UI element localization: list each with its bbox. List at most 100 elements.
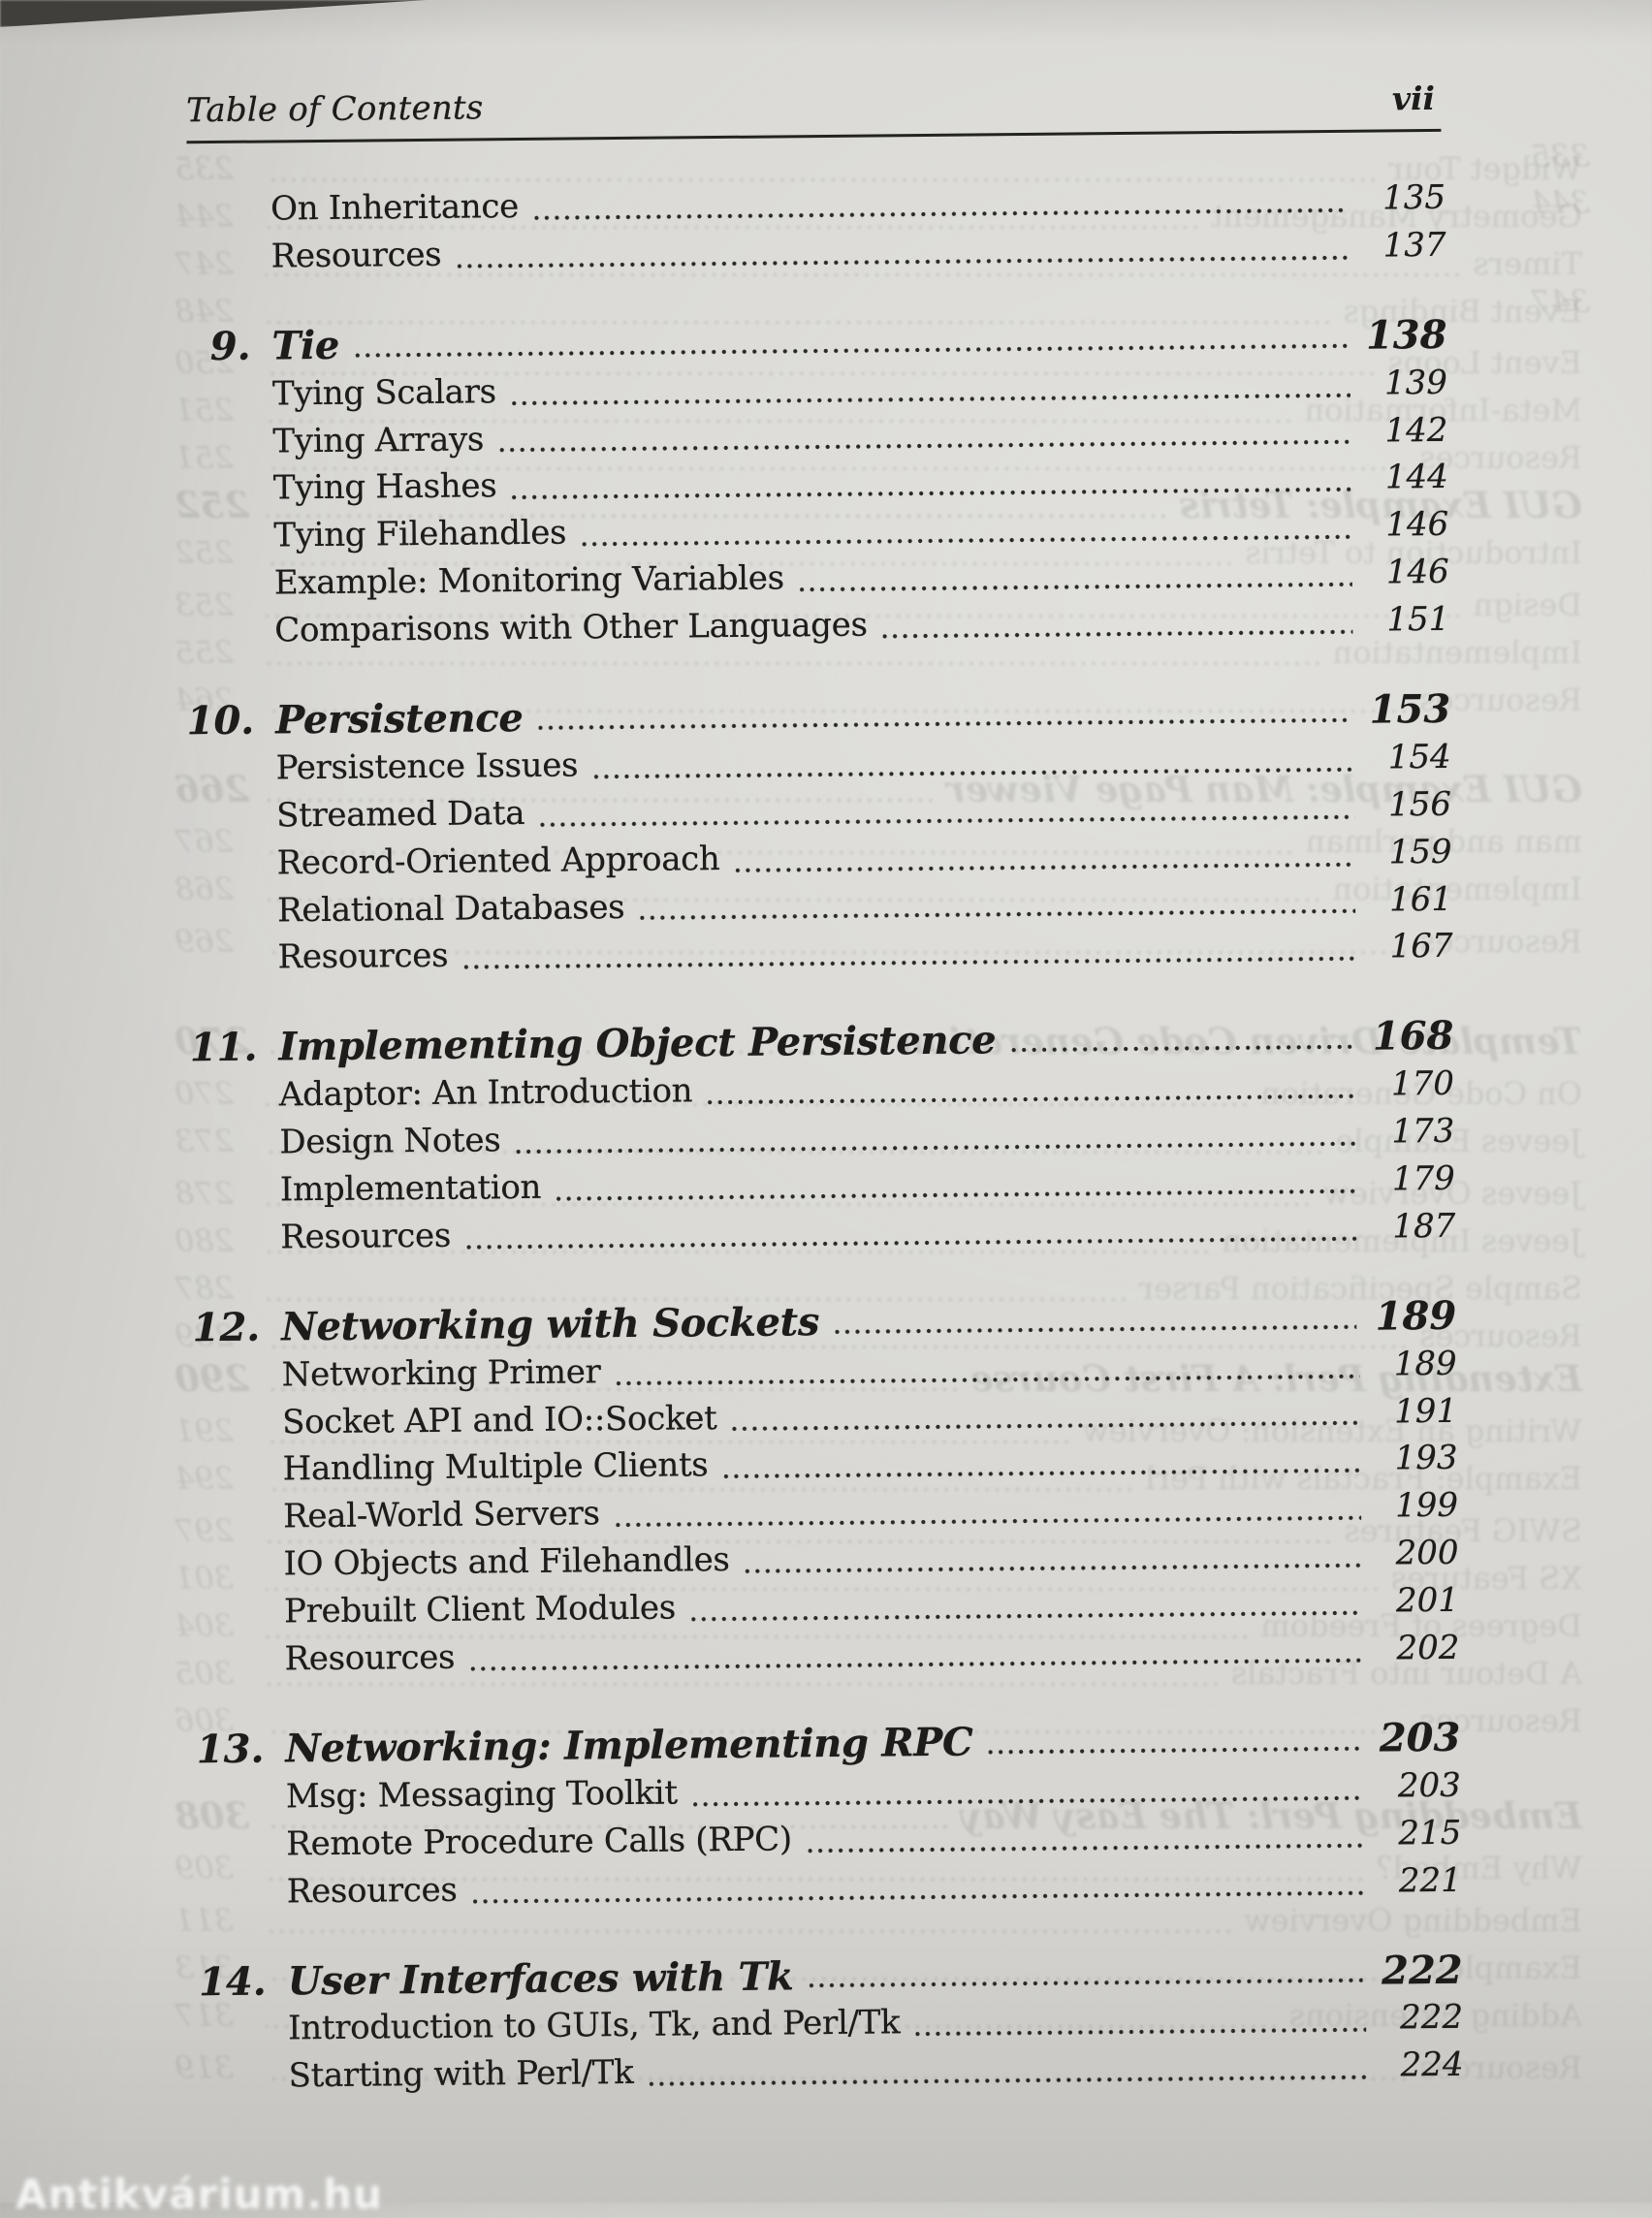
entry-page-number: 135 bbox=[1382, 177, 1446, 218]
chapter-number bbox=[195, 2053, 267, 2054]
entry-page-number: 151 bbox=[1386, 599, 1450, 640]
dot-leader bbox=[470, 1656, 1363, 1673]
entry-label: Tying Filehandles bbox=[273, 513, 567, 555]
entry-label: Prebuilt Client Modules bbox=[283, 1588, 677, 1632]
entry-page-number: 199 bbox=[1394, 1486, 1459, 1526]
chapter-number bbox=[191, 1589, 263, 1590]
dot-leader bbox=[732, 1419, 1361, 1434]
entry-label: Starting with Perl/Tk bbox=[288, 2053, 634, 2096]
toc-entry: Starting with Perl/Tk 224 bbox=[288, 2042, 1463, 2101]
chapter-number bbox=[180, 513, 252, 514]
entry-label: Tying Arrays bbox=[272, 419, 485, 461]
entry-page-number: 161 bbox=[1388, 879, 1453, 919]
entry-page-number: 170 bbox=[1390, 1064, 1455, 1104]
toc-entry: Resources 202 bbox=[284, 1625, 1459, 1684]
entry-page-number: 173 bbox=[1391, 1111, 1455, 1152]
entry-label: Handling Multiple Clients bbox=[282, 1445, 709, 1489]
entry-page-number: 153 bbox=[1369, 685, 1451, 733]
entry-label: Tying Scalars bbox=[271, 371, 496, 414]
entry-label: Resources bbox=[280, 1216, 452, 1257]
entry-page-number: 156 bbox=[1387, 784, 1452, 825]
dot-leader bbox=[499, 438, 1351, 455]
chapter-number bbox=[177, 186, 249, 187]
entry-page-number: 202 bbox=[1396, 1628, 1460, 1668]
entry-label: Resources bbox=[277, 936, 449, 977]
dot-leader bbox=[745, 1561, 1362, 1575]
entry-page-number: 200 bbox=[1395, 1534, 1459, 1573]
dot-leader bbox=[593, 765, 1354, 781]
dot-leader bbox=[556, 1187, 1358, 1203]
dot-leader bbox=[582, 533, 1352, 549]
entry-label: Persistence Issues bbox=[275, 745, 579, 788]
entry-label: Networking: Implementing RPC bbox=[285, 1719, 973, 1772]
page-header: Table of Contents vii bbox=[185, 79, 1442, 144]
entry-page-number: 222 bbox=[1400, 1998, 1464, 2038]
entry-label: Comparisons with Other Languages bbox=[274, 605, 868, 650]
dot-leader bbox=[809, 1977, 1363, 1990]
entry-page-number: 138 bbox=[1365, 311, 1447, 359]
entry-page-number: 189 bbox=[1393, 1344, 1457, 1384]
entry-page-number: 167 bbox=[1389, 927, 1453, 966]
chapter-number bbox=[187, 1215, 259, 1216]
entry-label: Networking with Sockets bbox=[280, 1298, 820, 1350]
dot-leader bbox=[807, 1841, 1365, 1854]
chapter-number bbox=[187, 1167, 259, 1168]
entry-label: Resources bbox=[284, 1637, 456, 1679]
entry-label: Tying Hashes bbox=[272, 466, 497, 508]
chapter-number bbox=[190, 1494, 262, 1495]
entry-label: Adaptor: An Introduction bbox=[278, 1071, 693, 1115]
toc-entry: Comparisons with Other Languages 151 bbox=[274, 596, 1449, 655]
entry-label: User Interfaces with Tk bbox=[287, 1952, 794, 2004]
chapter-number bbox=[189, 1446, 261, 1447]
chapter-number: 10. bbox=[186, 697, 255, 745]
entry-page-number: 144 bbox=[1384, 458, 1449, 497]
toc-entry: Resources 137 bbox=[270, 222, 1446, 281]
chapter-number bbox=[177, 234, 249, 235]
entry-page-number: 224 bbox=[1400, 2045, 1464, 2085]
toc-entry: Resources 221 bbox=[287, 1856, 1462, 1916]
chapter-number bbox=[183, 792, 255, 793]
dot-leader bbox=[882, 627, 1353, 641]
dot-leader bbox=[640, 907, 1356, 923]
dot-leader bbox=[649, 2073, 1367, 2088]
toc-entry: Resources 167 bbox=[277, 923, 1452, 982]
dot-leader bbox=[692, 1793, 1364, 1809]
chapter-number bbox=[181, 560, 253, 561]
entry-page-number: 193 bbox=[1394, 1439, 1458, 1478]
entry-page-number: 146 bbox=[1385, 553, 1449, 592]
entry-label: Networking Primer bbox=[281, 1351, 601, 1395]
chapter-number bbox=[180, 465, 252, 466]
entry-label: Record-Oriented Approach bbox=[276, 839, 720, 883]
chapter-number: 11. bbox=[189, 1024, 258, 1071]
chapter-number bbox=[179, 418, 251, 419]
entry-page-number: 142 bbox=[1384, 410, 1448, 450]
chapter-number bbox=[184, 887, 256, 888]
entry-label: Relational Databases bbox=[276, 887, 625, 931]
entry-label: Remote Procedure Calls (RPC) bbox=[286, 1820, 793, 1864]
chapter-number bbox=[191, 1636, 263, 1637]
dot-leader bbox=[799, 580, 1352, 594]
entry-label: Implementation bbox=[279, 1167, 542, 1210]
chapter-number bbox=[186, 1120, 258, 1121]
chapter-number bbox=[193, 1821, 265, 1822]
dot-leader bbox=[835, 1322, 1356, 1336]
dot-leader bbox=[735, 860, 1355, 874]
chapter-number: 14. bbox=[198, 1958, 267, 2005]
entry-label: On Inheritance bbox=[270, 187, 520, 229]
toc-entry: Resources 187 bbox=[280, 1203, 1455, 1262]
dot-leader bbox=[615, 1513, 1362, 1530]
entry-page-number: 203 bbox=[1379, 1714, 1461, 1761]
entry-label: Resources bbox=[286, 1870, 458, 1911]
dot-leader bbox=[723, 1467, 1361, 1481]
entry-page-number: 179 bbox=[1391, 1158, 1455, 1199]
entry-page-number: 168 bbox=[1372, 1013, 1454, 1060]
chapter-number bbox=[181, 608, 253, 609]
entry-label: Tie bbox=[271, 322, 340, 369]
entry-label: Socket API and IO::Socket bbox=[281, 1398, 717, 1442]
entry-page-number: 159 bbox=[1388, 832, 1452, 872]
chapter-number: 9. bbox=[209, 323, 251, 369]
entry-label: Resources bbox=[270, 235, 442, 276]
folio-page-number: vii bbox=[1391, 79, 1436, 118]
dot-leader bbox=[538, 715, 1350, 732]
